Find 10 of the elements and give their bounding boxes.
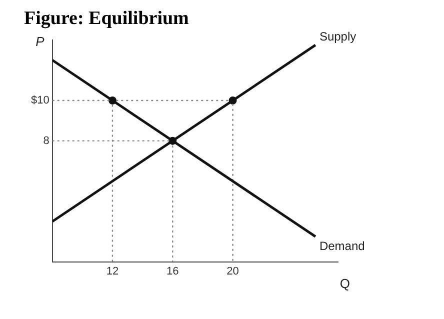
x-axis-title: Q (340, 276, 350, 291)
y-axis-title: P (36, 34, 45, 50)
series-label: Demand (319, 238, 365, 253)
chart-title: Figure: Equilibrium (24, 8, 190, 30)
x-tick-label: 12 (106, 265, 119, 278)
y-tick-label: $10 (30, 94, 50, 107)
series-label: Supply (319, 29, 356, 44)
y-tick-label: 8 (43, 134, 50, 147)
x-tick-label: 16 (166, 265, 179, 278)
x-tick-label: 20 (226, 265, 239, 278)
